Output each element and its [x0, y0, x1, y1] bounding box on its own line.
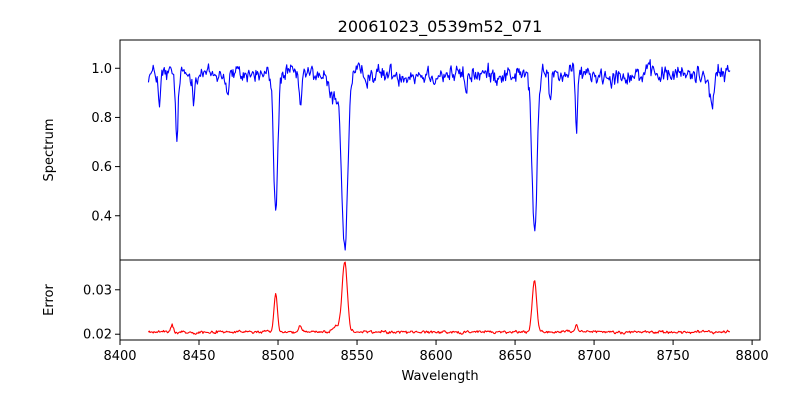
chart-title: 20061023_0539m52_071 [338, 17, 543, 37]
error-y-tick-label: 0.03 [83, 283, 112, 298]
error-y-tick-label: 0.02 [83, 328, 112, 343]
error-series-line [147, 261, 731, 335]
spectrum-panel: 0.4 0.6 0.8 1.0 Spectrum [42, 39, 761, 261]
x-tick-label: 8400 [103, 349, 136, 364]
error-y-axis-label: Error [42, 284, 57, 316]
x-tick-label: 8550 [340, 349, 373, 364]
error-y-ticks: 0.02 0.03 [83, 283, 120, 343]
x-tick-label: 8600 [420, 349, 453, 364]
error-panel: 0.02 0.03 Error [42, 259, 761, 343]
x-tick-label: 8800 [736, 349, 769, 364]
spectrum-y-axis-label: Spectrum [42, 119, 57, 182]
x-tick-label: 8500 [261, 349, 294, 364]
x-tick-label: 8650 [499, 349, 532, 364]
spectrum-y-tick-label: 0.6 [91, 160, 112, 175]
x-tick-label: 8750 [657, 349, 690, 364]
spectrum-y-ticks: 0.4 0.6 0.8 1.0 [91, 62, 120, 224]
error-plot-area [120, 260, 760, 340]
x-tick-label: 8450 [182, 349, 215, 364]
x-tick-label: 8700 [578, 349, 611, 364]
spectrum-y-tick-label: 0.4 [91, 209, 112, 224]
spectrum-y-tick-label: 1.0 [91, 62, 112, 77]
x-axis-ticks: 8400 8450 8500 8550 8600 8650 8700 8750 8800 [103, 340, 769, 364]
error-plot-frame [119, 259, 761, 341]
x-axis-label: Wavelength [401, 369, 478, 384]
spectrum-y-tick-label: 0.8 [91, 111, 112, 126]
spectrum-series-line [147, 59, 731, 251]
